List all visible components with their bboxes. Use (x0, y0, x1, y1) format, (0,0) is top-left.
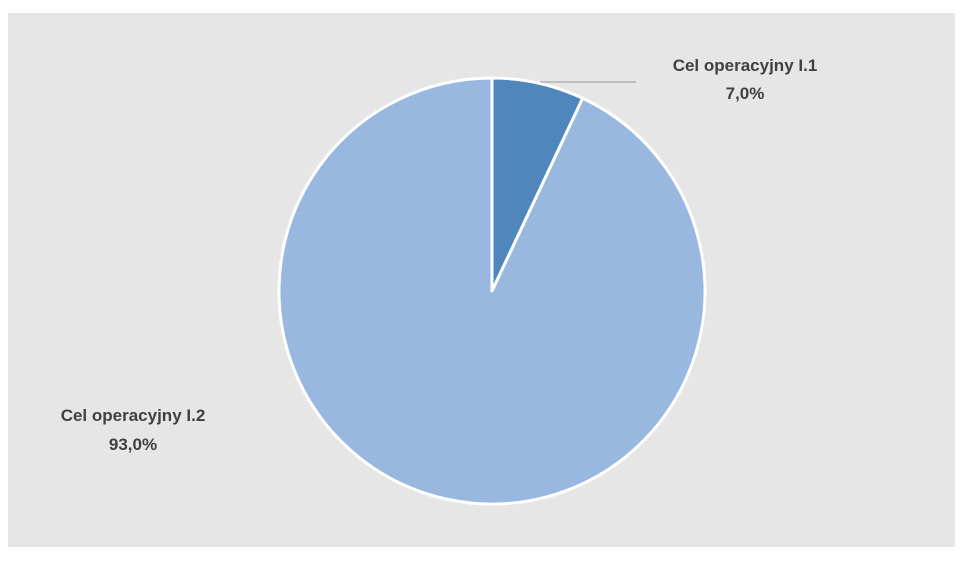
slice-value-label-2: 93,0% (109, 435, 157, 454)
slice-value-label-1: 7,0% (726, 84, 765, 103)
slice-label-1: Cel operacyjny I.1 (673, 56, 818, 75)
pie-slices (277, 76, 707, 506)
slice-label-2: Cel operacyjny I.2 (61, 406, 206, 425)
pie-slice-2 (277, 76, 707, 506)
